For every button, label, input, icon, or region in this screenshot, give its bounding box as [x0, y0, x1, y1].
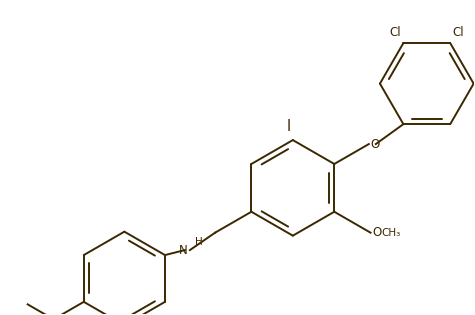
Text: CH₃: CH₃	[381, 228, 401, 238]
Text: Cl: Cl	[452, 26, 464, 39]
Text: N: N	[179, 243, 188, 257]
Text: O: O	[371, 138, 380, 151]
Text: I: I	[287, 119, 291, 134]
Text: H: H	[195, 237, 203, 247]
Text: Cl: Cl	[390, 26, 401, 39]
Text: O: O	[372, 226, 382, 239]
